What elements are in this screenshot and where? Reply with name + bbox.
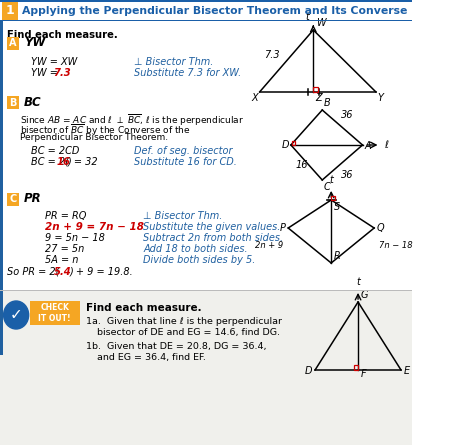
Text: Applying the Perpendicular Bisector Theorem and Its Converse: Applying the Perpendicular Bisector Theo… <box>22 6 407 16</box>
Text: bisector of $\overline{BC}$ by the Converse of the: bisector of $\overline{BC}$ by the Conve… <box>20 123 190 138</box>
Bar <box>353 365 357 370</box>
Text: P: P <box>279 223 285 233</box>
Text: Q: Q <box>376 223 384 233</box>
Text: Find each measure.: Find each measure. <box>86 303 201 313</box>
Text: 36: 36 <box>340 170 353 179</box>
Text: BC = 2CD: BC = 2CD <box>31 146 79 156</box>
Text: 27 = 5n: 27 = 5n <box>45 244 84 254</box>
Text: Find each measure.: Find each measure. <box>7 30 118 40</box>
Bar <box>7 96 19 109</box>
Text: YW = XW: YW = XW <box>31 57 78 67</box>
Bar <box>0 290 411 291</box>
Text: D: D <box>304 366 312 376</box>
Text: Since $AB$ = $AC$ and $\ell$ $\perp$ $\overline{BC}$, $\ell$ is the perpendicula: Since $AB$ = $AC$ and $\ell$ $\perp$ $\o… <box>20 113 243 128</box>
Bar <box>0 21 3 355</box>
Text: Substitute 7.3 for XW.: Substitute 7.3 for XW. <box>134 68 241 78</box>
Text: 16: 16 <box>295 160 307 170</box>
Circle shape <box>4 301 28 329</box>
Text: PR: PR <box>24 193 42 206</box>
Text: BC = 2(: BC = 2( <box>31 157 69 167</box>
Text: 16: 16 <box>56 157 70 167</box>
Bar <box>0 0 411 2</box>
Text: 1b.  Given that DE = 20.8, DG = 36.4,: 1b. Given that DE = 20.8, DG = 36.4, <box>86 342 266 351</box>
Text: and EG = 36.4, find EF.: and EG = 36.4, find EF. <box>96 353 205 362</box>
Text: C: C <box>9 194 17 205</box>
Text: R: R <box>333 251 340 261</box>
Text: ℓ: ℓ <box>383 140 387 150</box>
Text: t: t <box>329 175 332 185</box>
Text: Z: Z <box>314 93 321 103</box>
Bar <box>313 87 317 92</box>
Text: B: B <box>9 97 17 108</box>
Text: 1: 1 <box>6 4 14 17</box>
Text: W: W <box>315 18 325 28</box>
Text: CHECK
IT OUT!: CHECK IT OUT! <box>38 303 71 324</box>
Bar <box>7 37 19 50</box>
Bar <box>30 301 79 325</box>
Bar <box>0 290 411 445</box>
Text: 7.3: 7.3 <box>54 68 71 78</box>
Text: PR = RQ: PR = RQ <box>45 211 86 221</box>
Text: 1a.  Given that line ℓ is the perpendicular: 1a. Given that line ℓ is the perpendicul… <box>86 317 281 326</box>
Bar <box>330 196 334 200</box>
Bar <box>7 193 19 206</box>
Text: X: X <box>251 93 257 103</box>
Text: Substitute 16 for CD.: Substitute 16 for CD. <box>134 157 237 167</box>
Bar <box>0 20 411 21</box>
Text: YW: YW <box>24 36 45 49</box>
Text: t: t <box>305 12 309 22</box>
Text: E: E <box>403 366 409 376</box>
Bar <box>291 141 295 145</box>
Text: 5A = n: 5A = n <box>45 255 78 265</box>
Text: Y: Y <box>377 93 383 103</box>
Text: So PR = 2(: So PR = 2( <box>7 267 59 277</box>
Text: Add 18 to both sides.: Add 18 to both sides. <box>143 244 247 254</box>
Text: t: t <box>355 277 359 287</box>
Text: ⊥ Bisector Thm.: ⊥ Bisector Thm. <box>134 57 213 67</box>
Text: A: A <box>9 39 17 49</box>
Text: Substitute the given values.: Substitute the given values. <box>143 222 280 232</box>
Text: C: C <box>323 182 330 192</box>
Text: ) + 9 = 19.8.: ) + 9 = 19.8. <box>70 267 133 277</box>
Text: G: G <box>360 290 367 300</box>
Text: 7.3: 7.3 <box>263 50 279 60</box>
Text: 9 = 5n − 18: 9 = 5n − 18 <box>45 233 104 243</box>
Text: YW =: YW = <box>31 68 61 78</box>
Text: bisector of DE and EG = 14.6, find DG.: bisector of DE and EG = 14.6, find DG. <box>96 328 279 337</box>
Text: Subtract 2n from both sides.: Subtract 2n from both sides. <box>143 233 283 243</box>
Text: 2n + 9 = 7n − 18: 2n + 9 = 7n − 18 <box>45 222 144 232</box>
Text: B: B <box>323 98 330 108</box>
Text: ) = 32: ) = 32 <box>68 157 98 167</box>
Text: Def. of seg. bisector: Def. of seg. bisector <box>134 146 232 156</box>
Text: S: S <box>333 202 339 212</box>
Text: ⊥ Bisector Thm.: ⊥ Bisector Thm. <box>143 211 222 221</box>
Text: 7n − 18: 7n − 18 <box>378 241 411 250</box>
Text: 36: 36 <box>340 110 353 121</box>
Text: Divide both sides by 5.: Divide both sides by 5. <box>143 255 255 265</box>
Text: F: F <box>360 369 365 379</box>
Text: BC: BC <box>24 96 42 109</box>
Text: 2n + 9: 2n + 9 <box>255 241 283 250</box>
Text: 5.4: 5.4 <box>54 267 71 277</box>
Text: Perpendicular Bisector Theorem.: Perpendicular Bisector Theorem. <box>20 133 168 142</box>
Bar <box>2 2 18 20</box>
Text: ✓: ✓ <box>10 307 22 323</box>
Text: A: A <box>364 141 370 151</box>
Text: D: D <box>281 140 289 150</box>
